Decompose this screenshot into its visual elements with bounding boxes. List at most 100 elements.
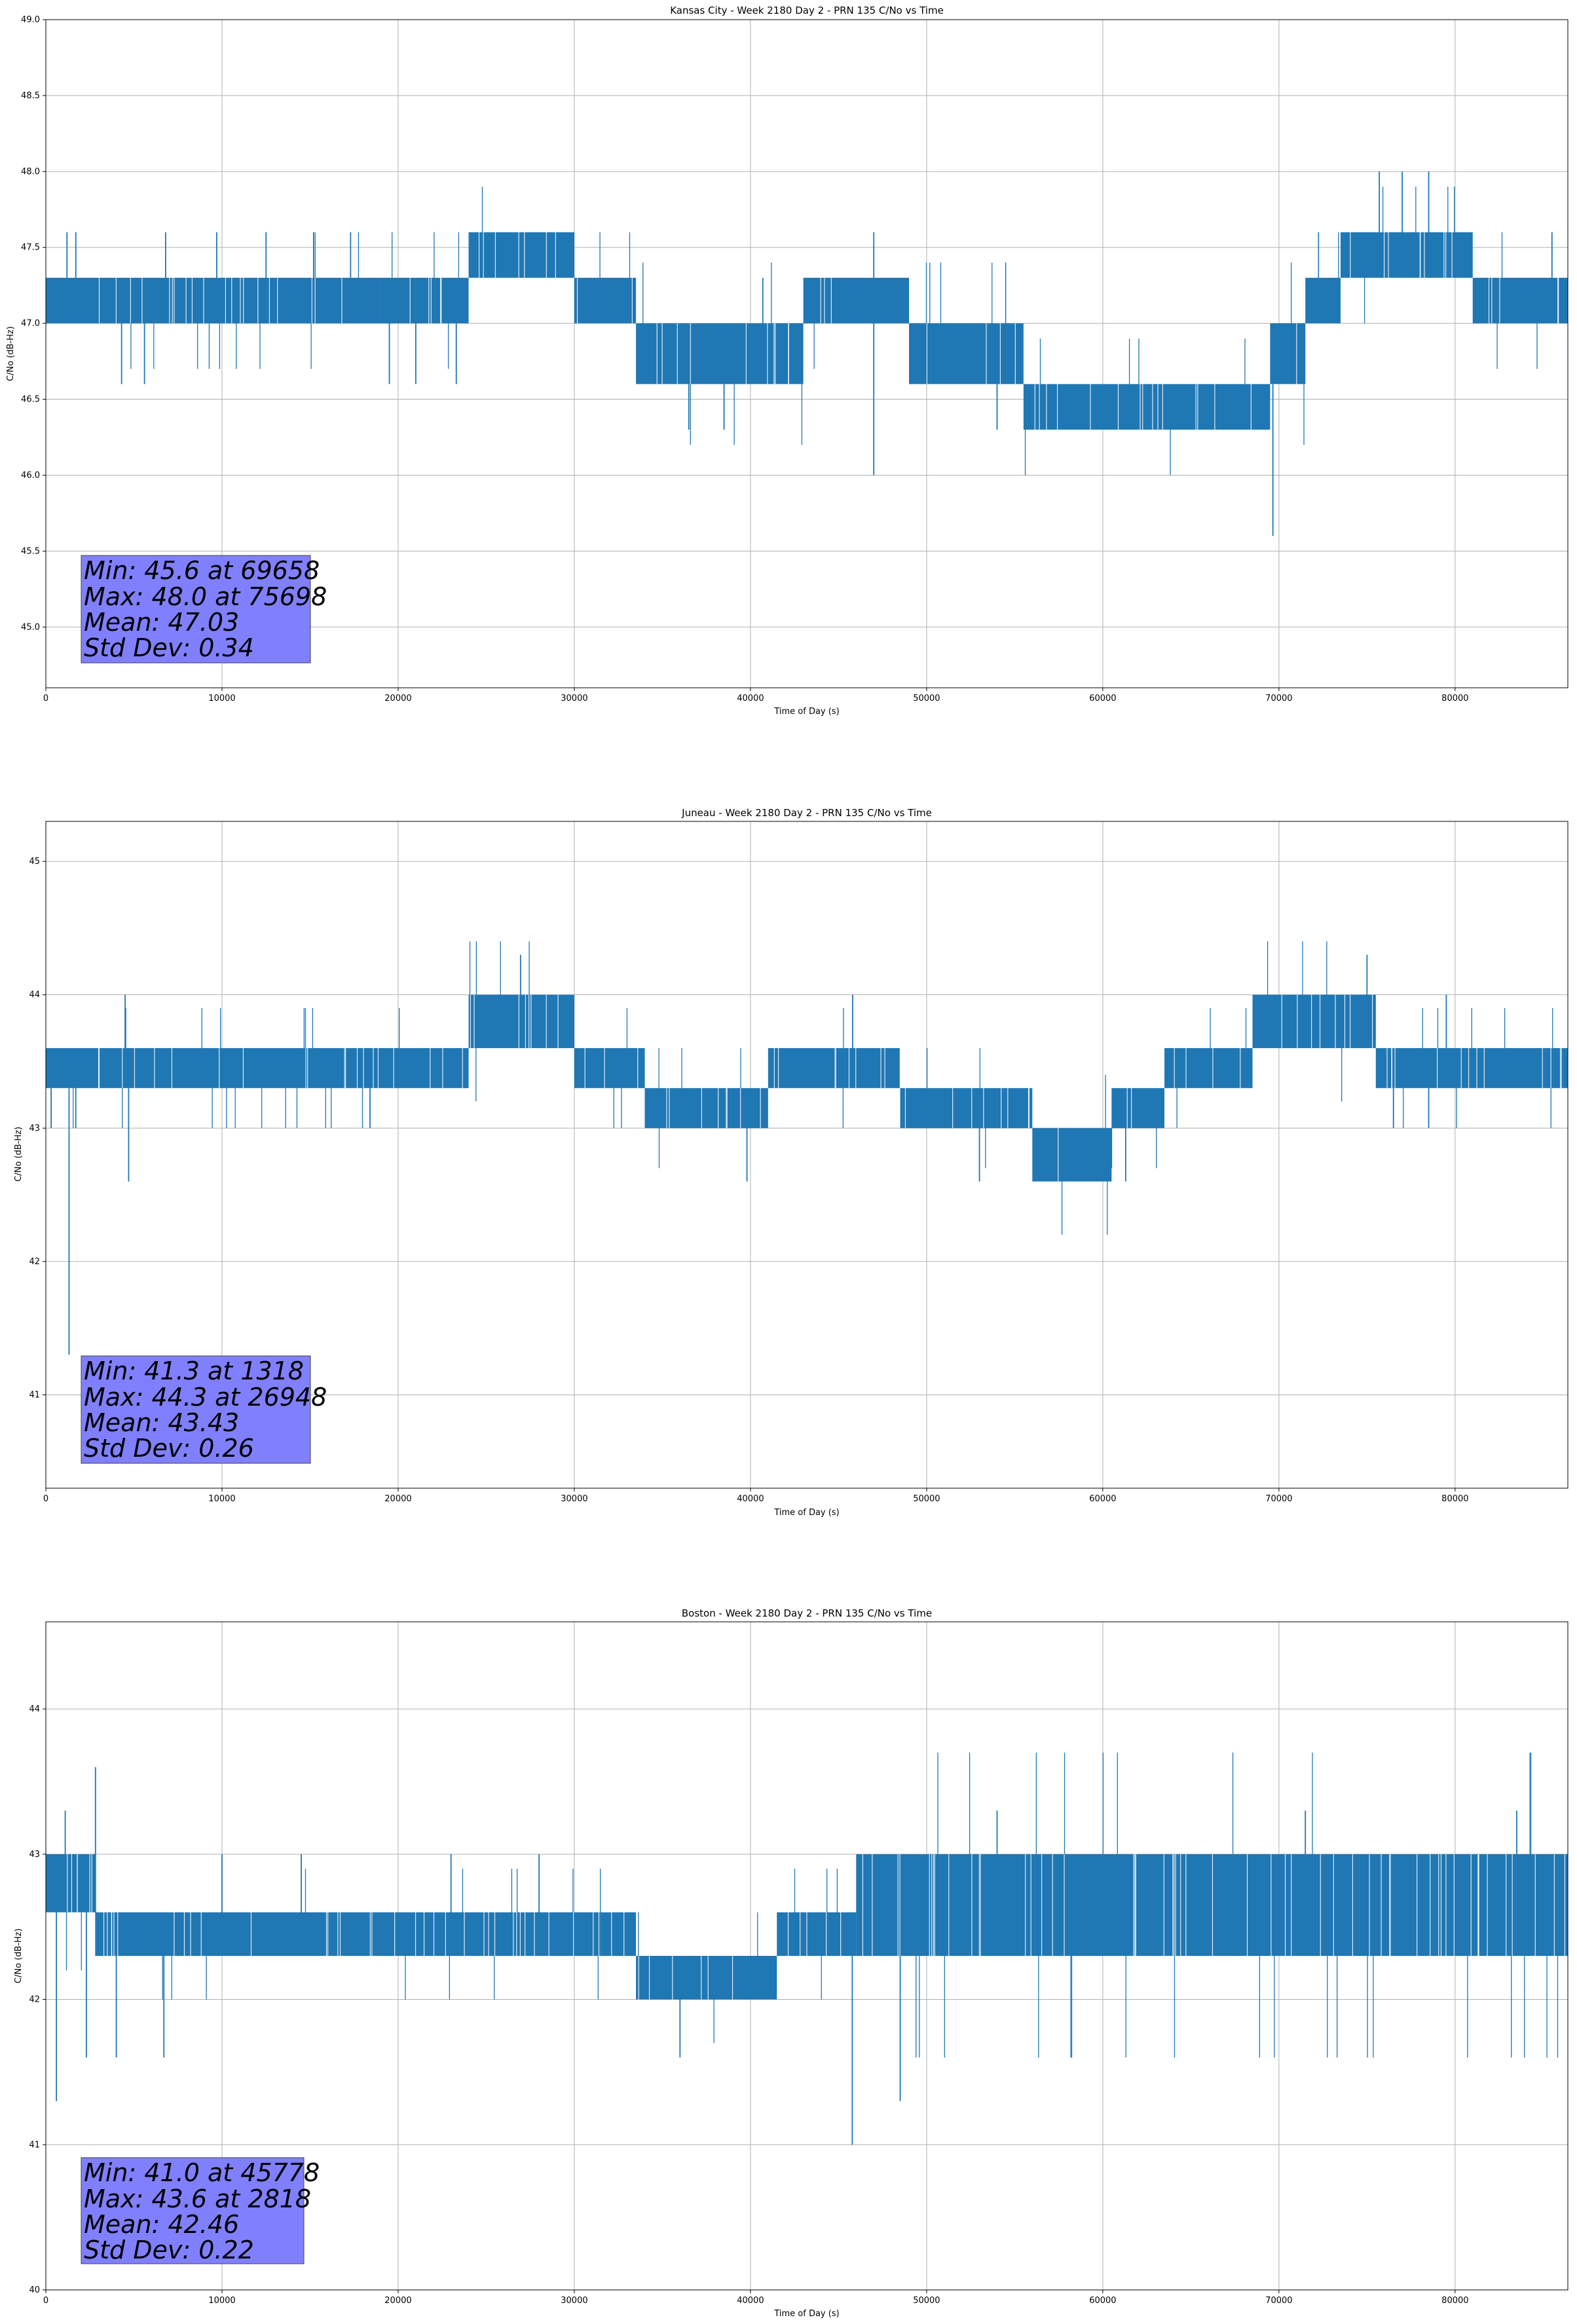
data-gap <box>1180 1854 1181 1956</box>
data-band <box>468 232 574 278</box>
data-gap <box>473 994 475 1049</box>
data-gap <box>1126 1088 1128 1129</box>
data-gap <box>1352 1854 1354 1956</box>
y-tick-label: 47.0 <box>21 319 40 329</box>
chart-title: Boston - Week 2180 Day 2 - PRN 135 C/No … <box>682 1607 932 1619</box>
data-gap <box>1372 994 1373 1049</box>
data-gap <box>1162 384 1163 430</box>
stats-std-dev: Std Dev: 0.26 <box>84 1434 254 1463</box>
data-gap <box>442 1048 443 1089</box>
panel-kansas-city: Kansas City - Week 2180 Day 2 - PRN 135 … <box>6 5 1568 717</box>
data-band <box>574 278 637 324</box>
y-tick-label: 43 <box>29 1123 40 1133</box>
data-gap <box>371 1912 373 1956</box>
data-gap <box>740 1088 741 1129</box>
data-gap <box>933 1854 935 1956</box>
data-gap <box>546 232 547 278</box>
data-gap <box>530 994 532 1049</box>
x-tick-label: 70000 <box>1265 1494 1292 1504</box>
stats-std-dev: Std Dev: 0.22 <box>84 2236 254 2264</box>
y-tick-label: 47.5 <box>21 243 40 253</box>
y-tick-label: 40 <box>29 2285 40 2295</box>
data-gap <box>1553 1854 1555 1956</box>
data-gap <box>325 1912 327 1956</box>
data-gap <box>806 1912 807 1956</box>
data-layer <box>46 941 1568 1355</box>
data-gap <box>394 1912 396 1956</box>
data-gap <box>1212 1854 1214 1956</box>
data-gap <box>231 278 232 324</box>
tick-layer: 0 10000 20000 30000 40000 50000 60000 70000 8000… <box>29 1704 1468 2306</box>
data-gap <box>1039 384 1040 430</box>
data-gap <box>1296 323 1297 384</box>
x-tick-label: 30000 <box>561 1494 587 1504</box>
data-band <box>46 1854 96 1913</box>
y-tick-label: 45 <box>29 857 40 867</box>
data-band <box>601 1912 637 1956</box>
data-gap <box>1185 1048 1187 1089</box>
data-gap <box>1477 1854 1479 1956</box>
data-gap <box>169 278 170 324</box>
panel-boston: Boston - Week 2180 Day 2 - PRN 135 C/No … <box>14 1607 1568 2319</box>
y-tick-label: 46.5 <box>21 395 40 405</box>
data-band <box>1164 1048 1253 1089</box>
x-axis-label: Time of Day (s) <box>773 1508 839 1518</box>
data-gap <box>470 994 472 1049</box>
data-band <box>1023 384 1271 430</box>
stats-box: Min: 41.3 at 1318 Max: 44.3 at 26948 Mea… <box>81 1355 327 1464</box>
data-gap <box>191 278 193 324</box>
y-tick-label: 49.0 <box>21 15 40 25</box>
x-tick-label: 40000 <box>737 1494 764 1504</box>
data-gap <box>661 323 663 384</box>
data-gap <box>1142 384 1143 430</box>
data-gap <box>1394 1048 1396 1089</box>
data-gap <box>971 1854 973 1956</box>
data-gap <box>141 278 143 324</box>
data-gap <box>494 232 496 278</box>
data-gap <box>98 1048 100 1089</box>
data-gap <box>339 1912 341 1956</box>
data-gap <box>1391 1048 1392 1089</box>
data-gap <box>305 1048 306 1089</box>
data-gap <box>1134 1854 1136 1956</box>
data-gap <box>637 1048 639 1089</box>
data-gap <box>1214 384 1215 430</box>
data-gap <box>516 1912 517 1956</box>
y-tick-label: 42 <box>29 1995 40 2005</box>
data-gap <box>98 1048 100 1089</box>
data-band <box>644 1088 768 1129</box>
data-gap <box>546 994 547 1049</box>
plot-frame <box>45 1621 1568 2291</box>
data-gap <box>745 323 747 384</box>
data-band <box>909 323 1024 384</box>
data-gap <box>980 1854 981 1956</box>
y-tick-label: 45.0 <box>21 622 40 632</box>
data-gap <box>690 323 691 384</box>
data-band <box>856 1854 1568 1956</box>
data-gap <box>1443 232 1445 278</box>
panel-juneau: Juneau - Week 2180 Day 2 - PRN 135 C/No … <box>14 807 1568 1518</box>
data-gap <box>1499 278 1500 324</box>
data-gap <box>98 278 100 324</box>
data-gap <box>1195 384 1197 430</box>
data-gap <box>897 1854 899 1956</box>
data-gap <box>117 1912 119 1956</box>
data-band <box>1252 994 1376 1049</box>
data-gap <box>415 1912 417 1956</box>
data-gap <box>183 1912 185 1956</box>
data-band <box>777 1912 857 1956</box>
data-gap <box>830 278 832 324</box>
data-band <box>1341 232 1473 278</box>
x-axis-label: Time of Day (s) <box>773 2309 839 2319</box>
x-tick-label: 0 <box>43 694 48 703</box>
x-tick-label: 20000 <box>384 1494 411 1504</box>
x-tick-label: 10000 <box>208 1494 235 1504</box>
data-gap <box>999 323 1001 384</box>
data-gap <box>1172 1854 1174 1956</box>
data-gap <box>1174 1048 1175 1089</box>
data-gap <box>1438 1854 1439 1956</box>
chart-title: Kansas City - Week 2180 Day 2 - PRN 135 … <box>670 5 944 16</box>
data-gap <box>307 1048 308 1089</box>
data-gap <box>1534 1854 1536 1956</box>
